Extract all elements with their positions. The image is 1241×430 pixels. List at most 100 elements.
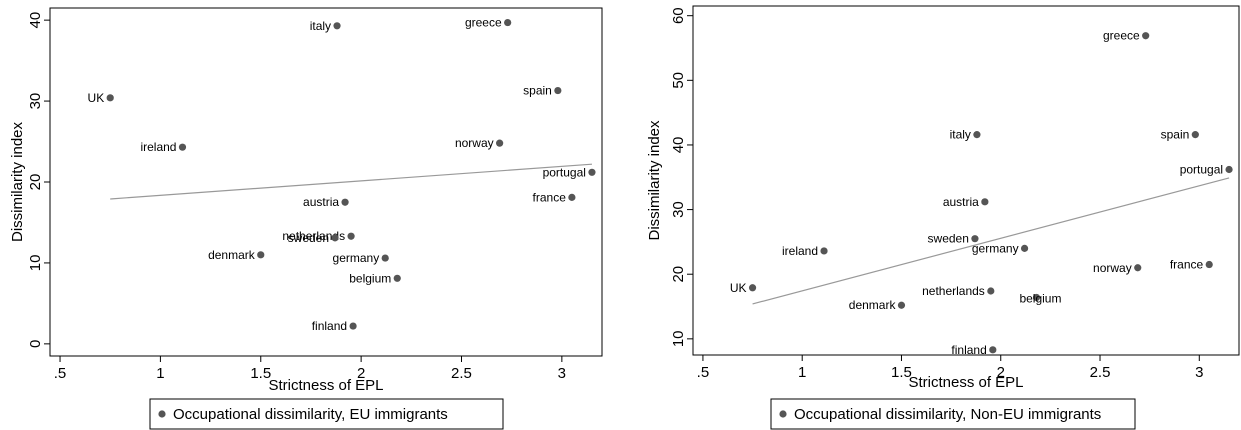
data-point-france: [1205, 260, 1213, 269]
y-tick-label: 60: [670, 7, 687, 24]
point-label-greece: greece: [1103, 29, 1140, 43]
point-label-sweden: sweden: [928, 232, 969, 246]
data-point-finland: [989, 346, 997, 354]
x-tick-label: 3: [1195, 364, 1203, 381]
x-tick-label: 1.5: [891, 364, 912, 381]
y-tick-label: 30: [27, 93, 44, 110]
legend-label: Occupational dissimilarity, EU immigrant…: [173, 406, 448, 423]
point-label-denmark: denmark: [208, 248, 256, 262]
data-point-greece: [1142, 32, 1150, 40]
x-tick-label: .5: [697, 364, 710, 381]
fitted-line: [110, 163, 593, 200]
point-label-spain: spain: [523, 84, 552, 98]
point-label-austria: austria: [943, 195, 979, 209]
x-tick-label: 2.5: [451, 365, 472, 382]
data-point-uk: [106, 94, 114, 102]
data-point-italy: [973, 131, 981, 139]
data-point-spain: [1191, 131, 1199, 139]
point-label-norway: norway: [1093, 261, 1132, 275]
point-label-germany: germany: [333, 251, 380, 265]
y-tick-label: 40: [27, 12, 44, 29]
x-axis-title: Strictness of EPL: [268, 377, 383, 394]
point-label-france: france: [1170, 258, 1204, 272]
data-point-portugal: [588, 168, 596, 176]
data-point-belgium: [393, 274, 401, 282]
legend: Occupational dissimilarity, Non-EU immig…: [770, 398, 1136, 430]
fitted-line: [752, 177, 1230, 305]
x-tick-label: 3: [558, 365, 566, 382]
y-tick-label: 30: [670, 201, 687, 218]
data-point-norway: [496, 139, 504, 147]
data-point-greece: [504, 18, 512, 27]
point-label-italy: italy: [950, 128, 971, 142]
data-point-denmark: [257, 251, 265, 259]
point-label-spain: spain: [1161, 128, 1190, 142]
point-label-belgium: belgium: [349, 271, 391, 285]
data-point-ireland: [178, 143, 187, 151]
x-tick-label: 2: [357, 365, 365, 382]
legend: Occupational dissimilarity, EU immigrant…: [149, 398, 504, 430]
point-label-norway: norway: [455, 136, 494, 150]
data-point-norway: [1134, 264, 1142, 272]
point-label-france: france: [533, 190, 567, 204]
y-axis-title: Dissimilarity index: [646, 120, 663, 241]
point-label-netherlands: netherlands: [922, 284, 985, 298]
data-point-uk: [748, 284, 757, 292]
y-tick-label: 40: [670, 137, 687, 154]
data-point-france: [568, 193, 576, 201]
point-label-sweden: sweden: [288, 231, 329, 245]
point-label-greece: greece: [465, 16, 502, 30]
legend-label: Occupational dissimilarity, Non-EU immig…: [794, 406, 1101, 423]
point-label-germany: germany: [972, 241, 1019, 255]
x-tick-label: 2.5: [1090, 364, 1111, 381]
data-point-austria: [341, 198, 349, 206]
data-point-austria: [981, 198, 989, 206]
legend-box: [149, 398, 504, 430]
point-label-netherlands: netherlands: [282, 229, 345, 243]
point-label-ireland: ireland: [782, 244, 818, 258]
y-tick-label: 10: [670, 330, 687, 347]
point-label-portugal: portugal: [1180, 163, 1223, 177]
y-tick-label: 20: [670, 266, 687, 283]
point-label-denmark: denmark: [849, 298, 897, 312]
data-point-netherlands: [987, 287, 995, 295]
data-point-portugal: [1225, 165, 1233, 174]
point-label-finland: finland: [312, 319, 347, 333]
data-point-ireland: [820, 247, 828, 255]
plot-frame: [49, 7, 603, 357]
point-label-uk: UK: [730, 281, 747, 295]
point-label-ireland: ireland: [140, 140, 176, 154]
data-point-sweden: [331, 234, 339, 242]
x-tick-label: 1.5: [250, 365, 271, 382]
data-point-germany: [381, 254, 389, 262]
data-point-denmark: [897, 301, 906, 309]
data-point-belgium: [1032, 293, 1041, 302]
data-point-sweden: [971, 235, 979, 243]
y-axis-title: Dissimilarity index: [9, 121, 26, 242]
x-axis-title: Strictness of EPL: [908, 374, 1023, 391]
point-label-finland: finland: [951, 343, 986, 357]
y-tick-label: 10: [27, 255, 44, 272]
y-tick-label: 20: [27, 174, 44, 191]
point-label-italy: italy: [310, 19, 331, 33]
point-label-belgium: belgium: [1019, 291, 1061, 305]
data-point-spain: [554, 86, 562, 95]
legend-marker: [779, 410, 787, 418]
x-tick-label: 1: [156, 365, 164, 382]
data-point-italy: [333, 22, 341, 30]
x-tick-label: 2: [997, 364, 1005, 381]
chart-panel-2: .5 1 1.5 2 2.5 3 10 20 30 40 50 60 Strictness of EPL…: [646, 5, 1240, 430]
data-point-germany: [1020, 244, 1029, 252]
y-tick-label: 0: [27, 340, 44, 348]
x-tick-label: 1: [798, 364, 806, 381]
y-tick-label: 50: [670, 72, 687, 89]
data-point-netherlands: [347, 232, 355, 240]
plot-frame: [692, 5, 1240, 356]
data-point-finland: [349, 322, 357, 330]
point-label-austria: austria: [303, 195, 339, 209]
point-label-uk: UK: [88, 91, 105, 105]
x-tick-label: .5: [54, 365, 67, 382]
legend-box: [770, 398, 1136, 430]
